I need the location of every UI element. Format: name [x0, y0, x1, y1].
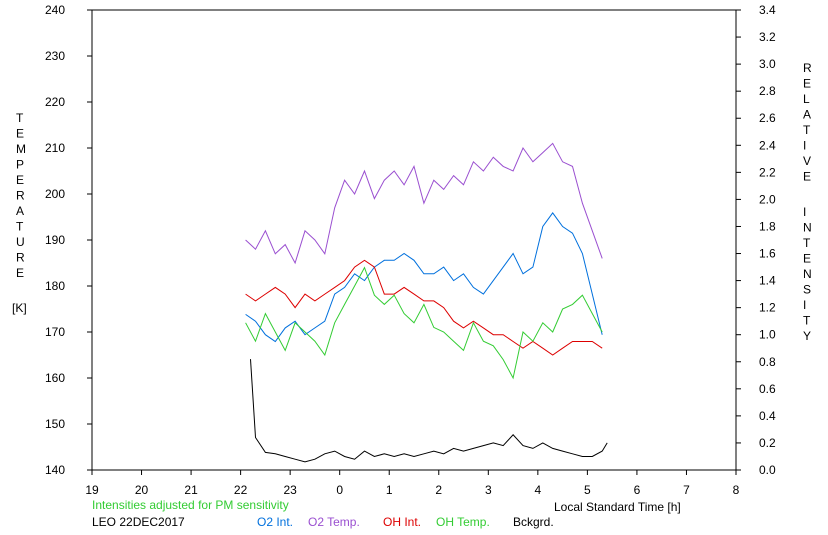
right-axis-letter: Y [803, 329, 811, 343]
right-axis-letter: T [803, 123, 811, 137]
right-tick-label: 0.0 [759, 463, 776, 477]
series-line-o2-temp [245, 142, 603, 265]
right-tick-label: 0.4 [759, 409, 776, 423]
left-tick-label: 240 [45, 3, 65, 17]
left-axis-letter: E [16, 127, 24, 141]
x-tick-label: 23 [283, 483, 297, 497]
left-axis-letter: E [16, 173, 24, 187]
left-axis-letter: A [16, 204, 24, 218]
x-tick-label: 21 [184, 483, 198, 497]
x-tick-label: 19 [85, 483, 99, 497]
series-line-bckgrd [250, 359, 608, 463]
x-tick-label: 5 [584, 483, 591, 497]
right-axis-letter: I [803, 139, 806, 153]
right-tick-label: 3.2 [759, 30, 776, 44]
left-axis-letter: T [16, 111, 24, 125]
series-line-oh-int [245, 259, 603, 356]
left-axis-letter: R [16, 251, 25, 265]
right-tick-label: 0.8 [759, 355, 776, 369]
right-tick-label: 1.6 [759, 247, 776, 261]
right-axis-letter: E [803, 170, 811, 184]
left-ticks: 140 150 160 170 180 190 200 210 220 230 240 [45, 3, 92, 477]
left-axis-letter: M [16, 142, 26, 156]
right-axis-letter: I [803, 298, 806, 312]
left-axis-letter: P [16, 158, 24, 172]
left-tick-label: 220 [45, 95, 65, 109]
right-tick-label: 2.8 [759, 84, 776, 98]
right-tick-label: 2.2 [759, 165, 776, 179]
right-axis-letter: N [803, 221, 812, 235]
plot-frame [91, 9, 737, 471]
right-tick-label: 3.0 [759, 57, 776, 71]
legend: O2 Int. O2 Temp. OH Int. OH Temp. Bckgrd. [257, 515, 554, 529]
x-tick-label: 4 [535, 483, 542, 497]
x-tick-label: 20 [135, 483, 149, 497]
right-tick-label: 2.4 [759, 138, 776, 152]
left-tick-label: 190 [45, 233, 65, 247]
right-tick-label: 1.4 [759, 274, 776, 288]
series-line-o2-int [245, 212, 603, 343]
right-axis-letter: N [803, 267, 812, 281]
x-tick-label: 2 [435, 483, 442, 497]
right-axis-letter: V [803, 154, 811, 168]
x-tick-label: 8 [733, 483, 740, 497]
x-tick-label: 0 [336, 483, 343, 497]
legend-entry: O2 Temp. [308, 515, 360, 529]
x-ticks: 19 20 21 22 23 0 1 2 3 4 5 6 7 8 [85, 470, 740, 497]
right-tick-label: 1.0 [759, 328, 776, 342]
left-tick-label: 210 [45, 141, 65, 155]
left-tick-label: 140 [45, 463, 65, 477]
legend-entry: OH Temp. [436, 515, 490, 529]
legend-entry: OH Int. [383, 515, 421, 529]
right-axis-letter: E [803, 252, 811, 266]
x-tick-label: 7 [683, 483, 690, 497]
left-axis-letter: R [16, 189, 25, 203]
right-tick-label: 0.2 [759, 436, 776, 450]
series-group [245, 142, 608, 463]
left-tick-label: 150 [45, 417, 65, 431]
left-tick-label: 200 [45, 187, 65, 201]
right-axis-letter: T [803, 314, 811, 328]
left-tick-label: 180 [45, 279, 65, 293]
left-tick-label: 160 [45, 371, 65, 385]
left-axis-letter: T [16, 220, 24, 234]
station-text: LEO 22DEC2017 [92, 515, 185, 529]
x-tick-label: 6 [634, 483, 641, 497]
right-tick-label: 2.6 [759, 111, 776, 125]
x-tick-label: 1 [386, 483, 393, 497]
right-tick-label: 3.4 [759, 3, 776, 17]
legend-entry: O2 Int. [257, 515, 293, 529]
left-axis-unit: [K] [12, 301, 27, 315]
x-axis-label: Local Standard Time [h] [554, 500, 681, 514]
legend-entry: Bckgrd. [513, 515, 554, 529]
left-axis-letter: U [16, 235, 25, 249]
left-tick-label: 170 [45, 325, 65, 339]
right-axis-letter: A [803, 108, 811, 122]
left-tick-label: 230 [45, 49, 65, 63]
series-line-oh-temp [245, 266, 603, 380]
x-tick-label: 22 [234, 483, 248, 497]
right-axis-letter: S [803, 283, 811, 297]
right-axis-letter: I [803, 205, 806, 219]
right-tick-label: 1.8 [759, 219, 776, 233]
right-axis-letter: T [803, 236, 811, 250]
right-axis-letter: E [803, 77, 811, 91]
left-axis-letter: E [16, 266, 24, 280]
right-axis-letter: R [803, 61, 812, 75]
right-tick-label: 0.6 [759, 382, 776, 396]
note-text: Intensities adjusted for PM sensitivity [92, 498, 289, 512]
right-tick-label: 2.0 [759, 192, 776, 206]
right-ticks: 0.0 0.2 0.4 0.6 0.8 1.0 1.2 1.4 1.6 1.8 2.0 2.2 2.4 2… [736, 3, 776, 477]
right-axis-letter: L [803, 92, 810, 106]
right-tick-label: 1.2 [759, 301, 776, 315]
x-tick-label: 3 [485, 483, 492, 497]
